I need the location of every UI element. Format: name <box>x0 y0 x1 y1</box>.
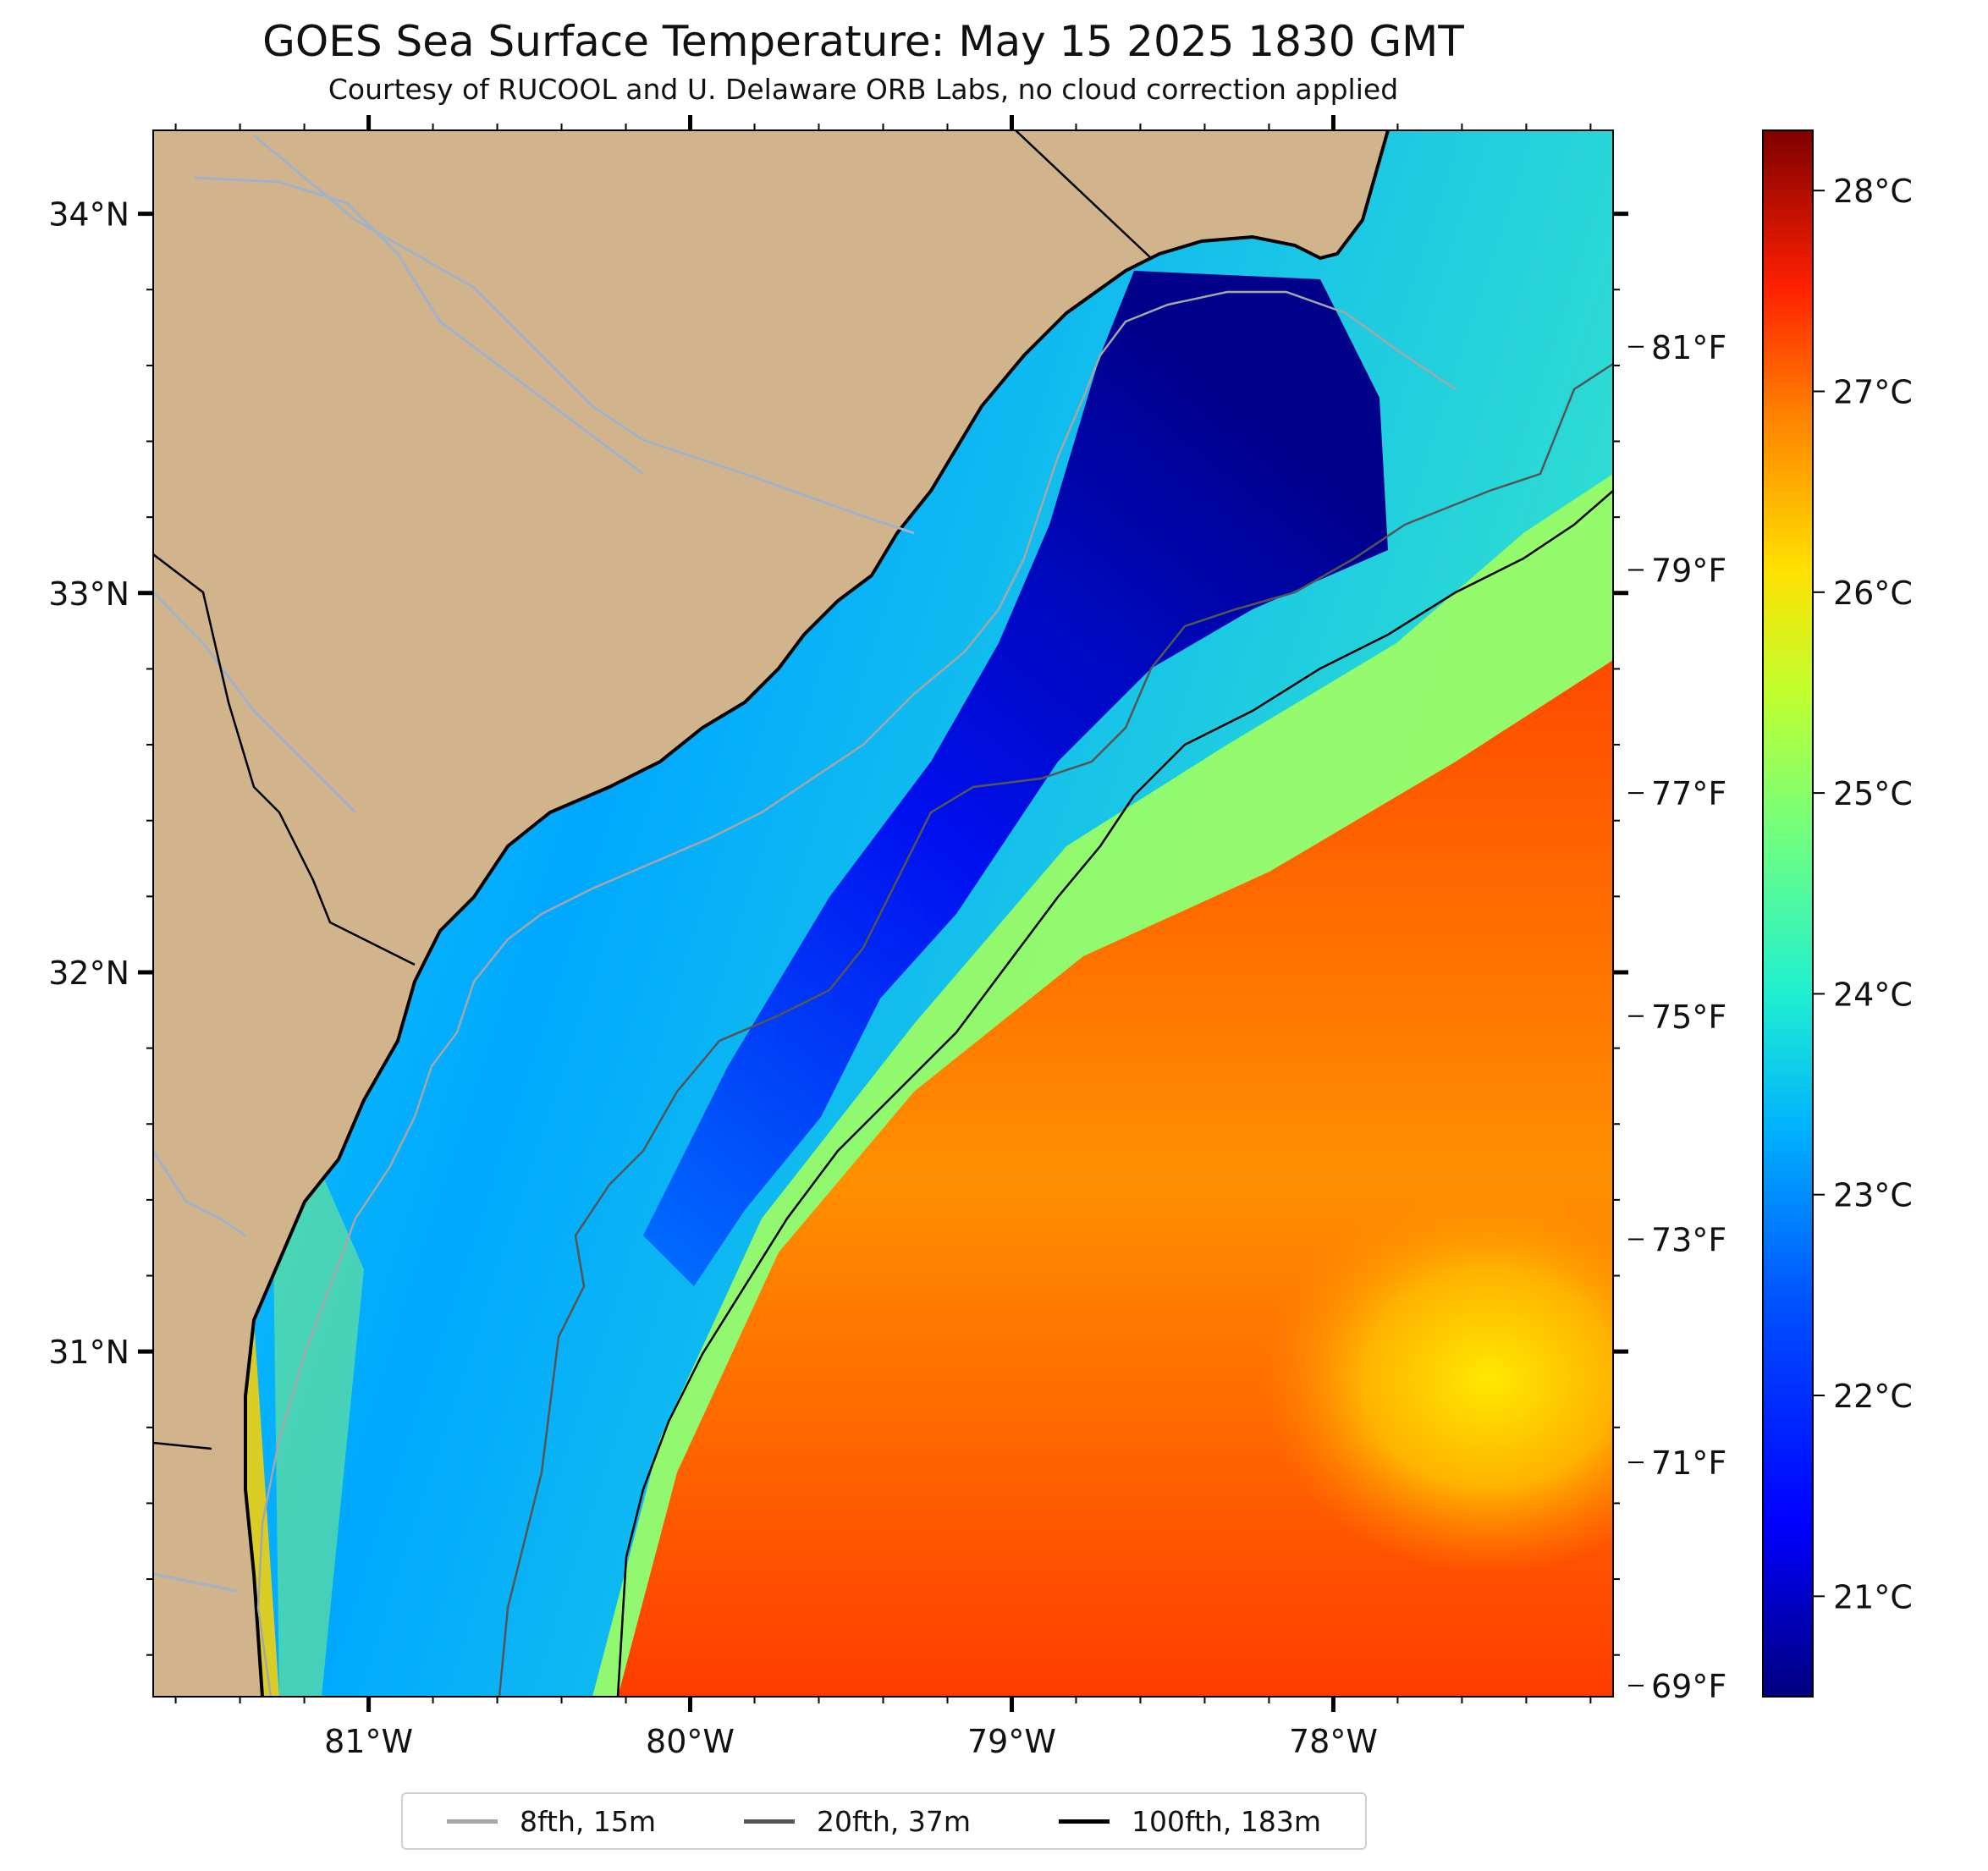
river-pee-dee <box>253 134 915 535</box>
state-border-nc-sc <box>1015 130 1152 259</box>
lon-tick-label: 81°W <box>324 1723 413 1760</box>
lat-tick-label: 33°N <box>48 575 129 613</box>
chart-title: GOES Sea Surface Temperature: May 15 202… <box>262 17 1464 66</box>
f-tick-label: 75°F <box>1651 999 1726 1036</box>
lat-tick-label: 31°N <box>48 1334 129 1371</box>
river-altamaha <box>153 1572 238 1593</box>
colorbar-tick-label: 23°C <box>1833 1177 1913 1214</box>
lat-tick-label: 32°N <box>48 955 129 992</box>
legend-label-20fth: 20fth, 37m <box>816 1804 971 1838</box>
colorbar-tick-label: 25°C <box>1833 775 1913 812</box>
lon-tick-label: 79°W <box>967 1723 1056 1760</box>
isobath-100fth <box>616 490 1613 1697</box>
legend-swatch-8fth <box>446 1819 498 1824</box>
colorbar-tick-label: 22°C <box>1833 1378 1913 1415</box>
legend-item-20fth: 20fth, 37m <box>743 1804 971 1838</box>
f-tick-label: 69°F <box>1651 1668 1726 1705</box>
lat-tick-label: 34°N <box>48 196 129 234</box>
colorbar <box>1762 129 1814 1698</box>
colorbar-tick-label: 26°C <box>1833 575 1913 612</box>
isobath-20fth <box>498 362 1613 1697</box>
f-tick-label: 81°F <box>1651 329 1726 366</box>
river-savannah <box>153 1150 246 1237</box>
f-tick-label: 71°F <box>1651 1445 1726 1482</box>
frontal-band <box>592 474 1613 1697</box>
legend-label-100fth: 100fth, 183m <box>1131 1804 1321 1838</box>
colorbar-tick-label: 24°C <box>1833 976 1913 1013</box>
land-mass <box>153 130 1388 1697</box>
coastline <box>244 130 1390 1697</box>
legend-swatch-20fth <box>743 1819 795 1824</box>
legend-item-8fth: 8fth, 15m <box>446 1804 656 1838</box>
cold-water-core <box>643 271 1388 1286</box>
colorbar-tick-label: 27°C <box>1833 374 1913 411</box>
legend-swatch-100fth <box>1058 1819 1110 1824</box>
isobath-legend: 8fth, 15m 20fth, 37m 100fth, 183m <box>401 1792 1367 1850</box>
legend-label-8fth: 8fth, 15m <box>519 1804 656 1838</box>
river-santee <box>194 176 644 476</box>
colorbar-tick-label: 28°C <box>1833 173 1913 210</box>
chart-subtitle: Courtesy of RUCOOL and U. Delaware ORB L… <box>328 73 1399 106</box>
lon-tick-label: 80°W <box>646 1723 735 1760</box>
isobath-8fth <box>256 290 1457 1697</box>
warm-eddy <box>1261 1185 1613 1574</box>
f-tick-label: 79°F <box>1651 552 1726 589</box>
state-border-ga-fl <box>153 1441 212 1450</box>
f-tick-label: 73°F <box>1651 1221 1726 1258</box>
f-tick-label: 77°F <box>1651 775 1726 812</box>
lon-tick-label: 78°W <box>1289 1723 1378 1760</box>
river-edisto <box>153 591 357 814</box>
colorbar-tick-label: 21°C <box>1833 1578 1913 1615</box>
state-border-sc-ga <box>153 553 416 966</box>
legend-item-100fth: 100fth, 183m <box>1058 1804 1321 1838</box>
